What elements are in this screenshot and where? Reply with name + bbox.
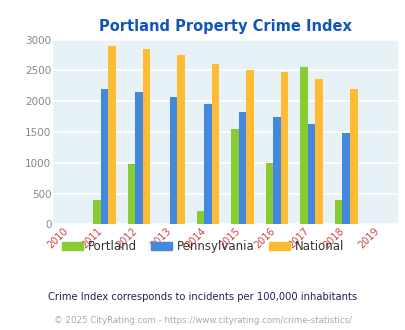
Bar [341, 133, 349, 224]
Bar [315, 79, 322, 224]
Text: Crime Index corresponds to incidents per 100,000 inhabitants: Crime Index corresponds to incidents per… [48, 292, 357, 302]
Bar [334, 200, 341, 224]
Bar [299, 67, 307, 224]
Bar [307, 124, 315, 224]
Bar [280, 72, 288, 224]
Title: Portland Property Crime Index: Portland Property Crime Index [99, 19, 351, 34]
Bar [211, 64, 219, 224]
Bar [135, 92, 143, 224]
Bar [127, 164, 135, 224]
Bar [204, 104, 211, 224]
Bar [246, 70, 254, 224]
Bar [230, 129, 238, 224]
Bar [169, 97, 177, 224]
Text: © 2025 CityRating.com - https://www.cityrating.com/crime-statistics/: © 2025 CityRating.com - https://www.city… [54, 315, 351, 325]
Bar [349, 89, 357, 224]
Bar [108, 46, 116, 224]
Bar [93, 200, 100, 224]
Bar [196, 212, 204, 224]
Bar [273, 116, 280, 224]
Bar [100, 89, 108, 224]
Bar [238, 112, 246, 224]
Bar [265, 163, 273, 224]
Bar [143, 49, 150, 224]
Legend: Portland, Pennsylvania, National: Portland, Pennsylvania, National [57, 236, 348, 258]
Bar [177, 55, 185, 224]
